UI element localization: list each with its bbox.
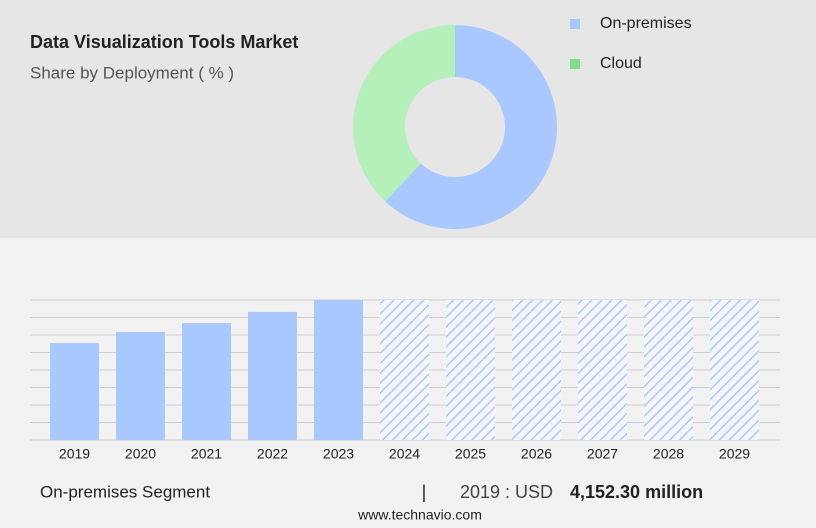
segment-value: 4,152.30 million — [570, 482, 703, 502]
separator: | — [422, 482, 427, 502]
forecast-bar — [710, 300, 759, 440]
forecast-bar — [644, 300, 693, 440]
forecast-bar — [512, 300, 561, 440]
forecast-bar — [380, 300, 429, 440]
x-tick-label: 2028 — [653, 446, 684, 462]
x-tick-label: 2029 — [719, 446, 750, 462]
bar — [314, 300, 363, 440]
x-tick-label: 2023 — [323, 446, 354, 462]
bar — [116, 331, 165, 440]
subtitle: Share by Deployment ( % ) — [30, 63, 234, 82]
x-tick-label: 2020 — [125, 446, 156, 462]
legend-label: Cloud — [600, 55, 642, 72]
x-tick-label: 2027 — [587, 446, 618, 462]
x-tick-label: 2026 — [521, 446, 552, 462]
donut-slice — [353, 25, 455, 202]
legend-label: On-premises — [600, 15, 692, 32]
x-tick-label: 2022 — [257, 446, 288, 462]
source: www.technavio.com — [357, 507, 482, 523]
year-label: 2019 : USD — [460, 482, 553, 502]
donut-slice — [385, 25, 558, 229]
x-tick-label: 2025 — [455, 446, 486, 462]
legend-swatch — [570, 59, 580, 69]
bar-chart: 2019 2020 2021 2022 2023 2024 2025 2026 2027 2028… — [30, 299, 780, 462]
x-tick-label: 2021 — [191, 446, 222, 462]
segment-label: On-premises Segment — [40, 482, 210, 501]
title: Data Visualization Tools Market — [30, 32, 298, 52]
bar — [182, 323, 231, 440]
x-tick-label: 2019 — [59, 446, 90, 462]
forecast-bar — [578, 300, 627, 440]
donut-chart: On-premises Cloud — [353, 15, 692, 229]
bar — [248, 311, 297, 440]
x-tick-label: 2024 — [389, 446, 420, 462]
bar — [50, 343, 99, 440]
legend-swatch — [570, 19, 580, 29]
forecast-bar — [446, 300, 495, 440]
